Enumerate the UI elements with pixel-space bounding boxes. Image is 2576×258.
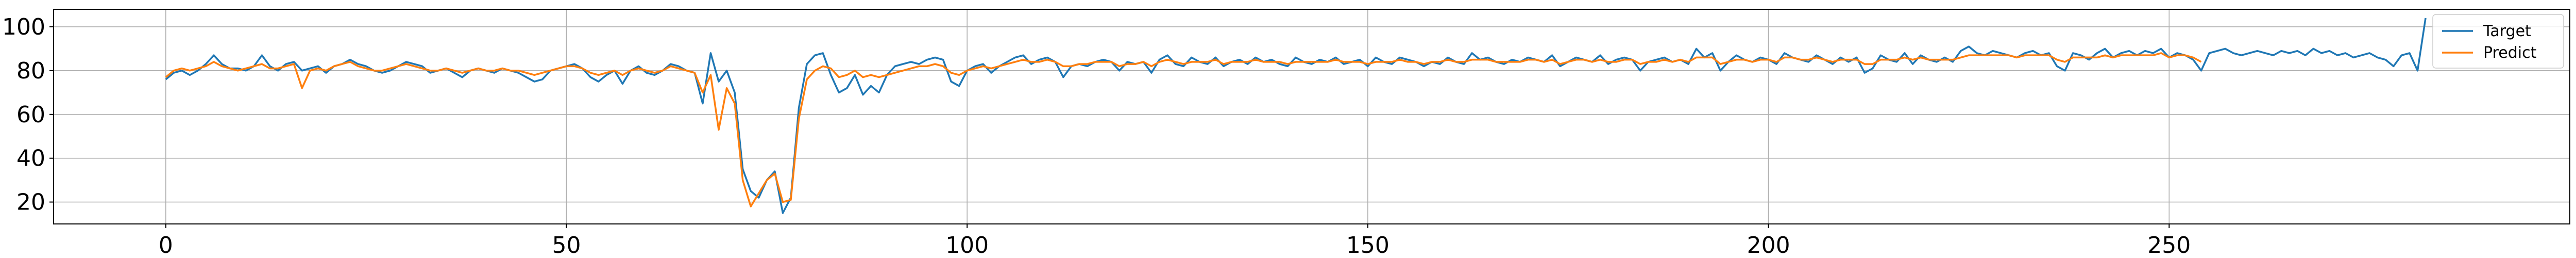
x-tick-label: 150 [1346,232,1389,258]
y-tick-label: 100 [2,14,45,40]
y-tick-label: 40 [16,146,45,172]
series-line-predict [165,52,2202,207]
x-tick-label: 200 [1747,232,1790,258]
legend-label-target: Target [2483,22,2531,40]
x-tick-label: 0 [159,232,173,258]
y-tick-label: 80 [16,58,45,84]
y-tick-label: 20 [16,189,45,216]
y-tick-label: 60 [16,102,45,128]
legend-label-predict: Predict [2483,44,2537,62]
legend-box [2432,14,2564,69]
series-line-target [165,18,2427,214]
x-tick-label: 250 [2147,232,2191,258]
x-tick-label: 100 [945,232,989,258]
series-lines [165,18,2427,214]
legend: Target Predict [2432,14,2564,69]
grid-lines [54,9,2570,224]
x-tick-label: 50 [552,232,581,258]
plot-area-frame [53,9,2570,224]
axis-ticks: 0 50 100 150 200 250 20 40 60 80 100 [2,14,2191,258]
